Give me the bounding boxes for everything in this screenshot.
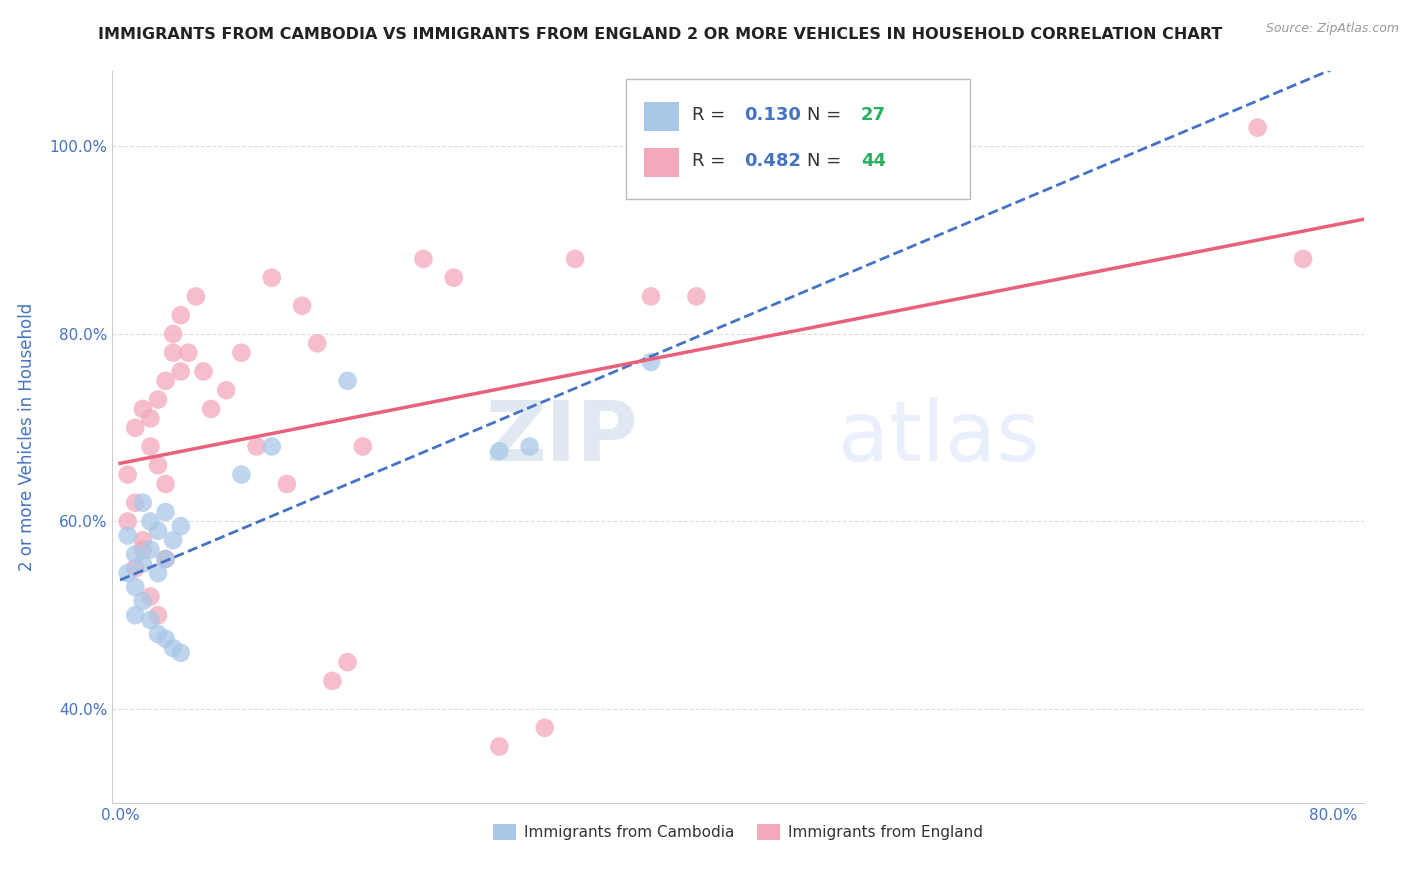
Point (132, 533, 155, 548)
FancyBboxPatch shape (644, 148, 679, 178)
Point (307, 336, 329, 351)
Point (132, 594, 155, 608)
Point (245, 440, 267, 454)
Text: Source: ZipAtlas.com: Source: ZipAtlas.com (1265, 22, 1399, 36)
Point (124, 561, 146, 575)
Legend: Immigrants from Cambodia, Immigrants from England: Immigrants from Cambodia, Immigrants fro… (488, 818, 988, 847)
Point (352, 440, 374, 454)
Point (443, 270, 465, 285)
Point (193, 364, 215, 378)
Point (177, 345, 200, 359)
Point (276, 477, 298, 491)
Point (200, 401, 222, 416)
Point (412, 252, 434, 266)
Text: N =: N = (807, 153, 846, 170)
Point (117, 566, 139, 580)
Point (117, 515, 139, 529)
Point (146, 627, 169, 641)
Point (519, 440, 541, 454)
Point (184, 289, 207, 303)
Point (488, 444, 510, 458)
Point (155, 552, 177, 566)
Point (488, 739, 510, 754)
Point (139, 590, 162, 604)
Point (260, 440, 283, 454)
Point (139, 515, 162, 529)
Point (124, 580, 146, 594)
Point (124, 420, 146, 434)
Point (155, 632, 177, 646)
Point (117, 528, 139, 542)
Point (533, 721, 555, 735)
Point (139, 613, 162, 627)
Text: atlas: atlas (838, 397, 1040, 477)
Point (146, 524, 169, 538)
Text: IMMIGRANTS FROM CAMBODIA VS IMMIGRANTS FROM ENGLAND 2 OR MORE VEHICLES IN HOUSEH: IMMIGRANTS FROM CAMBODIA VS IMMIGRANTS F… (98, 27, 1223, 42)
Point (162, 641, 184, 656)
Point (162, 345, 184, 359)
Point (336, 655, 359, 669)
Point (139, 542, 162, 557)
Point (231, 467, 253, 482)
Point (170, 308, 193, 322)
Point (564, 252, 586, 266)
Text: R =: R = (692, 106, 731, 124)
Point (124, 496, 146, 510)
FancyBboxPatch shape (644, 102, 679, 131)
Point (139, 411, 162, 425)
Point (1292, 252, 1315, 266)
Point (139, 440, 162, 454)
Point (162, 533, 184, 548)
Point (132, 557, 155, 571)
Text: 44: 44 (860, 153, 886, 170)
Point (146, 608, 169, 623)
Point (155, 374, 177, 388)
Point (132, 496, 155, 510)
Point (170, 519, 193, 533)
Point (124, 608, 146, 623)
FancyBboxPatch shape (626, 78, 970, 200)
Point (146, 392, 169, 407)
Point (170, 364, 193, 378)
Text: 0.130: 0.130 (744, 106, 801, 124)
Point (162, 326, 184, 341)
Point (132, 542, 155, 557)
Point (1246, 120, 1268, 135)
Point (260, 270, 283, 285)
Point (215, 383, 238, 397)
Text: N =: N = (807, 106, 846, 124)
Point (155, 477, 177, 491)
Text: 0.482: 0.482 (744, 153, 801, 170)
Text: 27: 27 (860, 106, 886, 124)
Text: ZIP: ZIP (485, 397, 638, 477)
Point (640, 289, 662, 303)
Text: R =: R = (692, 153, 731, 170)
Y-axis label: 2 or more Vehicles in Household: 2 or more Vehicles in Household (18, 303, 35, 571)
Point (321, 673, 343, 688)
Point (685, 289, 707, 303)
Point (132, 401, 155, 416)
Point (155, 552, 177, 566)
Point (640, 355, 662, 369)
Point (146, 458, 169, 473)
Point (146, 566, 169, 580)
Point (117, 467, 139, 482)
Point (291, 299, 314, 313)
Point (231, 345, 253, 359)
Point (336, 374, 359, 388)
Point (170, 646, 193, 660)
Point (124, 547, 146, 561)
Point (155, 505, 177, 519)
